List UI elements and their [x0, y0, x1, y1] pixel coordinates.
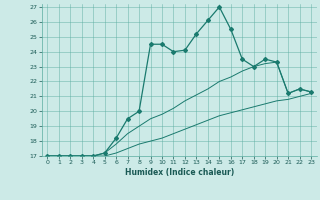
X-axis label: Humidex (Indice chaleur): Humidex (Indice chaleur): [124, 168, 234, 177]
